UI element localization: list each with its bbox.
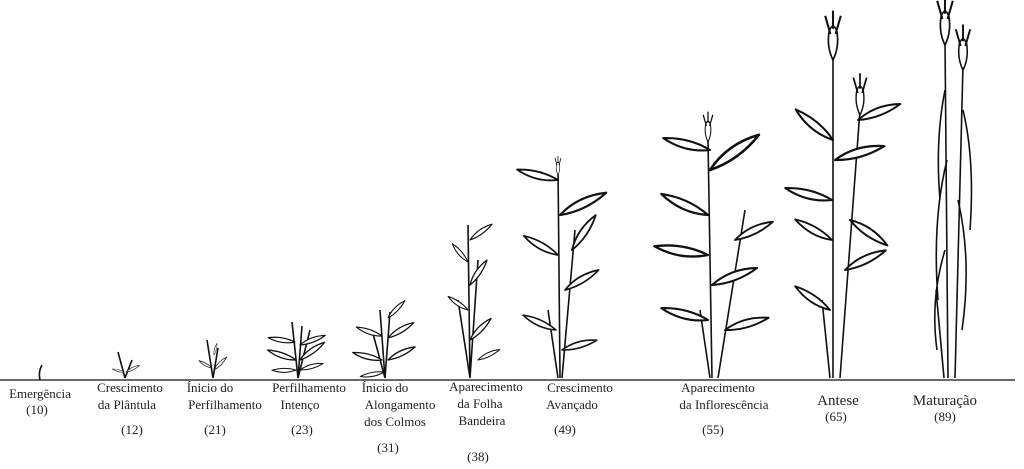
stage-labels: Emergência (10) Crescimento da Plântula … [9, 379, 977, 464]
plant-inflorescence [652, 110, 776, 379]
stage-label: Ínicio do [362, 380, 409, 395]
stage-code: (89) [934, 409, 956, 424]
stage-label: Maturação [913, 393, 977, 409]
stage-code: (55) [702, 422, 724, 437]
plant-emergence [38, 364, 43, 381]
stage-code: (38) [467, 449, 489, 464]
stage-label: Aparecimento [449, 379, 523, 394]
plant-elongation [351, 299, 418, 379]
stage-label: Perfilhamento [188, 397, 262, 412]
stage-label: Alongamento [365, 397, 436, 412]
plant-anthesis [783, 9, 903, 379]
stage-code: (65) [825, 409, 847, 424]
plant-tillering-start [198, 339, 229, 379]
stage-label: Intenço [281, 397, 320, 412]
plant-maturation [934, 0, 973, 379]
stage-code: (23) [291, 422, 313, 437]
stage-code: (10) [26, 402, 48, 417]
stage-label: Emergência [9, 386, 71, 401]
plant-flag-leaf [446, 222, 502, 379]
stage-label: da Folha [457, 396, 502, 411]
stage-label: da Inflorescência [679, 397, 768, 412]
stage-code: (21) [204, 422, 226, 437]
stage-label: Crescimento [97, 380, 163, 395]
stage-label: Bandeira [459, 413, 506, 428]
stage-label: Crescimento [547, 380, 613, 395]
stage-code: (31) [377, 440, 399, 455]
stage-code: (49) [554, 422, 576, 437]
plants [38, 0, 973, 381]
stage-label: Aparecimento [681, 380, 755, 395]
stage-label: dos Colmos [364, 414, 426, 429]
stage-code: (12) [121, 422, 143, 437]
plant-seedling [111, 351, 141, 379]
stage-label: Antese [817, 393, 859, 409]
stage-label: Ínicio do [187, 380, 234, 395]
stage-label: Perfilhamento [272, 380, 346, 395]
stage-label: Avançado [546, 397, 598, 412]
plant-advanced-growth [515, 155, 610, 379]
plant-tillering [266, 321, 328, 379]
stage-label: da Plântula [98, 397, 156, 412]
